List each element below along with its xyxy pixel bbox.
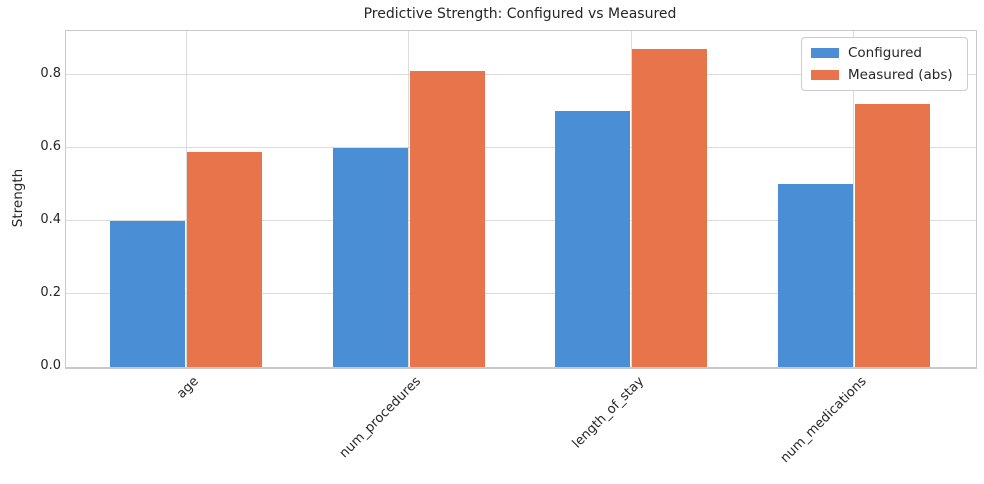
legend-entries: Configured Measured (abs) xyxy=(811,45,957,83)
v-gridline-num_procedures xyxy=(408,31,410,367)
bar-measured-abs-age xyxy=(187,151,263,367)
y-tick-label: 0.0 xyxy=(40,358,61,373)
v-gridline-num_medications xyxy=(853,31,855,367)
x-tick-label-num_medications: num_medications xyxy=(777,374,870,466)
v-gridline-length_of_stay xyxy=(630,31,632,367)
x-tick-label-length_of_stay: length_of_stay xyxy=(569,374,647,452)
h-gridline-0.8 xyxy=(66,74,976,76)
y-axis-label: Strength xyxy=(10,168,26,228)
bar-measured-abs-length_of_stay xyxy=(632,49,708,367)
bar-configured-length_of_stay xyxy=(555,111,631,367)
v-gridline-age xyxy=(185,31,187,367)
legend-swatch-configured xyxy=(811,48,839,58)
legend-label: Configured xyxy=(848,45,922,61)
y-tick-label: 0.2 xyxy=(40,284,61,300)
h-gridline-0.4 xyxy=(66,220,976,222)
bar-measured-abs-num_procedures xyxy=(409,71,485,367)
legend-swatch-measured-abs xyxy=(811,70,839,80)
bar-configured-age xyxy=(110,220,186,367)
bar-configured-num_medications xyxy=(777,184,853,367)
legend-entry-configured: Configured xyxy=(811,45,957,61)
h-gridline-0.6 xyxy=(66,147,976,149)
y-tick-label: 0.6 xyxy=(40,138,61,154)
chart-title: Predictive Strength: Configured vs Measu… xyxy=(363,6,677,22)
legend-entry-measured-abs: Measured (abs) xyxy=(811,67,957,83)
y-tick-label: 0.8 xyxy=(40,65,61,81)
x-tick-label-num_procedures: num_procedures xyxy=(337,374,425,462)
h-gridline-0.2 xyxy=(66,293,976,295)
bar-configured-num_procedures xyxy=(332,147,408,367)
bar-measured-abs-num_medications xyxy=(854,104,930,367)
legend-label: Measured (abs) xyxy=(848,67,953,83)
y-tick-label: 0.4 xyxy=(40,211,61,227)
legend: Configured Measured (abs) xyxy=(801,37,968,91)
x-tick-label-age: age xyxy=(174,374,202,402)
